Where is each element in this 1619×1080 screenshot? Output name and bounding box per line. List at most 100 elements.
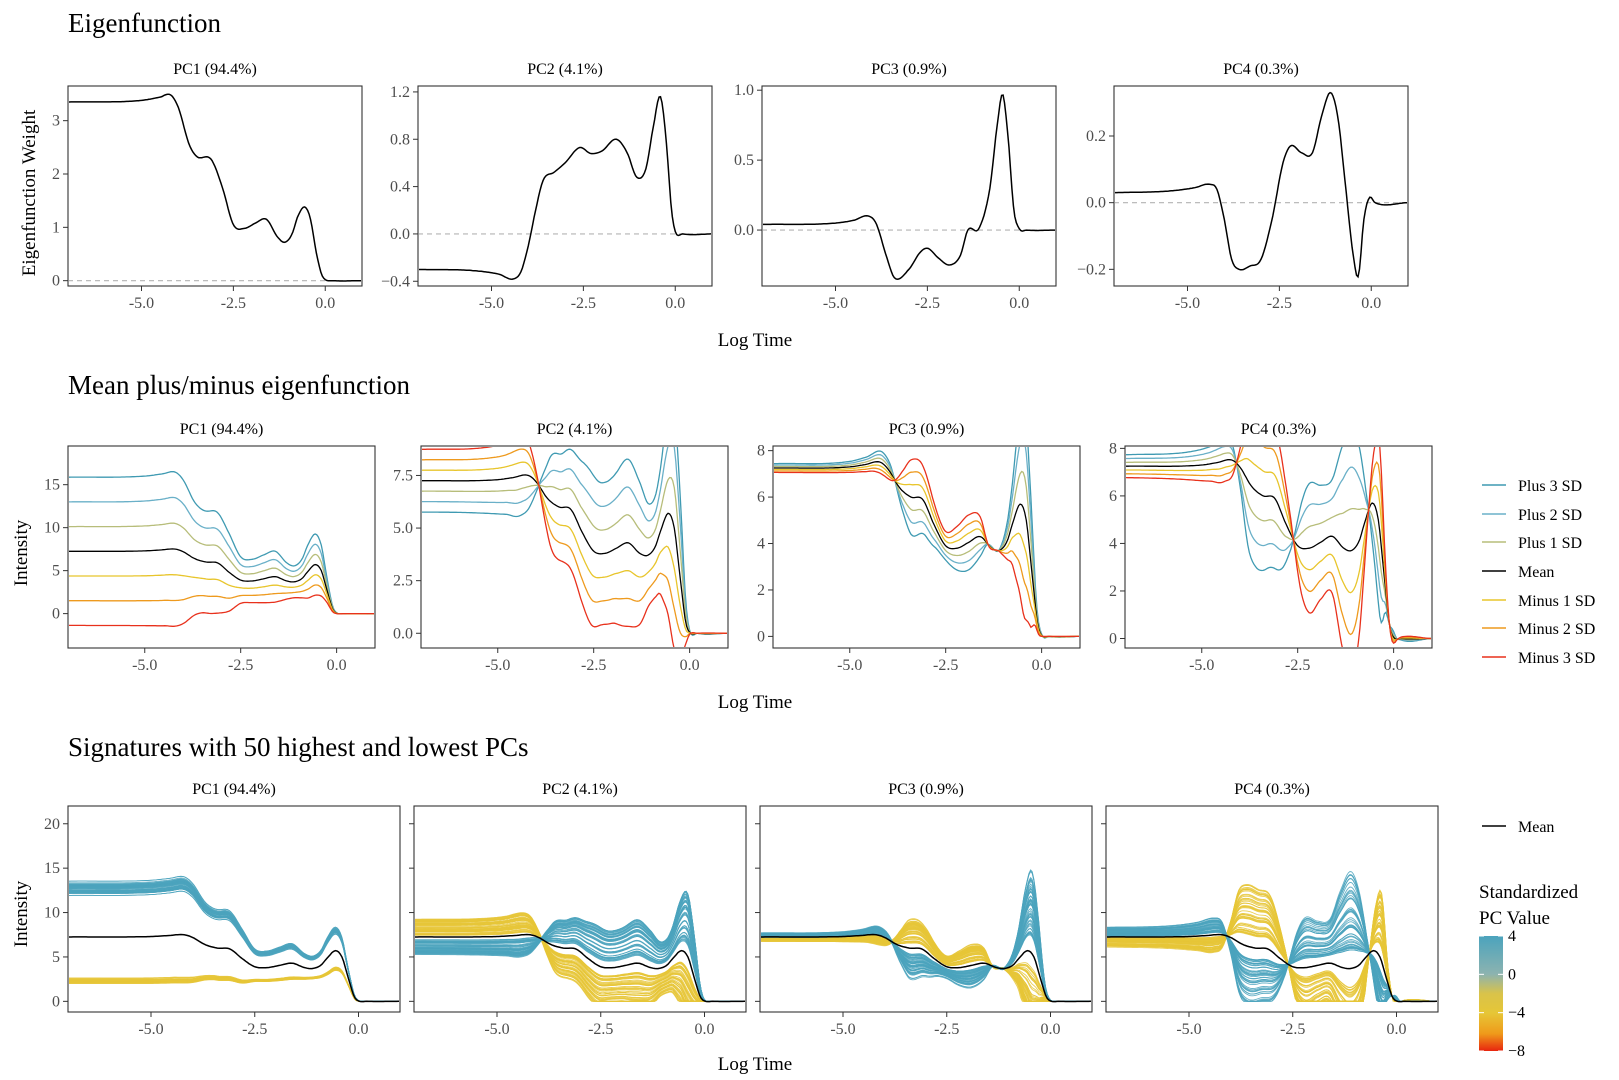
low-pc-signature xyxy=(1107,910,1437,1002)
high-pc-signature xyxy=(1107,921,1437,1002)
panel-border xyxy=(420,445,729,649)
legend-label-plus3: Plus 3 SD xyxy=(1518,478,1582,495)
eigen-panel-plot xyxy=(763,94,1055,280)
y-tick-label: 4 xyxy=(1109,535,1117,552)
plus-3-sd-line xyxy=(422,447,727,637)
y-tick-label: 0.0 xyxy=(1086,195,1106,212)
y-tick-label: 5 xyxy=(52,563,60,580)
x-tick-label: -5.0 xyxy=(132,657,157,674)
y-tick-label: 1 xyxy=(52,219,60,236)
low-pc-signature xyxy=(415,922,745,1002)
y-tick-label: 0.5 xyxy=(734,152,754,169)
panel-title: PC4 (0.3%) xyxy=(1234,781,1310,798)
colorbar-tick-label: −8 xyxy=(1508,1043,1525,1060)
x-tick-label: 0.0 xyxy=(1032,657,1052,674)
panel-title: PC2 (4.1%) xyxy=(537,421,613,438)
plus-2-sd-line xyxy=(774,447,1079,639)
signature-legend: Mean Standardized PC Value 4 0 −4 −8 xyxy=(1479,819,1579,1060)
panel-border xyxy=(761,85,1057,287)
plus-3-sd-line xyxy=(774,447,1079,639)
signature-panel-plot xyxy=(1107,871,1437,1003)
low-pc-signature xyxy=(415,923,745,1002)
x-tick-label: 0.0 xyxy=(1387,1021,1407,1038)
mean-line xyxy=(69,548,374,615)
y-tick-label: 1.0 xyxy=(734,82,754,99)
legend-label-minus2: Minus 2 SD xyxy=(1518,621,1595,638)
x-tick-label: -2.5 xyxy=(1285,657,1310,674)
mean-signature-line xyxy=(69,933,399,1003)
panel-title: PC3 (0.9%) xyxy=(889,421,965,438)
high-pc-signature xyxy=(415,898,745,1002)
high-pc-signature xyxy=(1107,926,1437,1002)
minus-2-sd-line xyxy=(774,467,1079,638)
mean-line xyxy=(1126,459,1431,640)
y-tick-label: 1.2 xyxy=(390,84,410,101)
x-tick-label: -2.5 xyxy=(1267,295,1292,312)
eigenfunction-section-title: Eigenfunction xyxy=(68,8,221,38)
y-tick-label: 2 xyxy=(52,166,60,183)
panel-title: PC1 (94.4%) xyxy=(173,61,257,78)
eigen-panel-plot xyxy=(69,93,361,282)
y-tick-label: 4 xyxy=(757,536,765,553)
y-tick-label: 6 xyxy=(757,489,765,506)
high-pc-signature xyxy=(415,891,745,1002)
x-tick-label: 0.0 xyxy=(1361,295,1381,312)
low-pc-signature xyxy=(1107,914,1437,1002)
y-tick-label: 10 xyxy=(44,905,60,922)
low-pc-signature xyxy=(415,931,745,1002)
legend-label-minus1: Minus 1 SD xyxy=(1518,593,1595,610)
eigenfunction-line xyxy=(1115,91,1407,279)
high-pc-signature xyxy=(415,911,745,1002)
x-tick-label: -2.5 xyxy=(581,657,606,674)
x-tick-label: -2.5 xyxy=(242,1021,267,1038)
plus-2-sd-line xyxy=(1126,447,1431,642)
x-tick-label: -5.0 xyxy=(830,1021,855,1038)
eigen-ylabel: Eigenfunction Weight xyxy=(19,109,40,276)
low-pc-signature xyxy=(415,927,745,1002)
plus-3-sd-line xyxy=(69,470,374,615)
high-pc-signature xyxy=(761,885,1091,1002)
minus-1-sd-line xyxy=(1126,457,1431,641)
high-pc-signature xyxy=(1107,897,1437,1002)
panel-title: PC1 (94.4%) xyxy=(192,781,276,798)
low-pc-signature xyxy=(69,967,399,1002)
mean-pm-xlabel: Log Time xyxy=(718,692,792,713)
legend-label-mean: Mean xyxy=(1518,564,1554,581)
mean-pm-panel-plot xyxy=(69,470,374,627)
x-tick-label: 0.0 xyxy=(1384,657,1404,674)
x-tick-label: -2.5 xyxy=(933,657,958,674)
panel-title: PC4 (0.3%) xyxy=(1241,421,1317,438)
colorbar-title-line1: Standardized xyxy=(1479,882,1579,903)
panel-border xyxy=(67,445,376,649)
y-tick-label: 2.5 xyxy=(393,573,413,590)
x-tick-label: -5.0 xyxy=(837,657,862,674)
colorbar-ticks: 4 0 −4 −8 xyxy=(1479,928,1525,1060)
panel-title: PC3 (0.9%) xyxy=(871,61,947,78)
minus-3-sd-line xyxy=(774,458,1079,638)
x-tick-label: -5.0 xyxy=(1189,657,1214,674)
mean-pm-ylabel: Intensity xyxy=(11,519,32,586)
signatures-section-title: Signatures with 50 highest and lowest PC… xyxy=(68,732,529,762)
colorbar-tick-label: −4 xyxy=(1508,1005,1525,1022)
minus-3-sd-line xyxy=(1126,447,1431,647)
signature-panel-plot xyxy=(761,869,1091,1003)
mean-signature-line xyxy=(1107,933,1437,1003)
legend-label-minus3: Minus 3 SD xyxy=(1518,650,1595,667)
x-tick-label: -2.5 xyxy=(588,1021,613,1038)
eigen-xlabel: Log Time xyxy=(718,330,792,351)
mean-line xyxy=(774,461,1079,638)
high-pc-signature xyxy=(415,905,745,1002)
x-tick-label: -5.0 xyxy=(1176,1021,1201,1038)
high-pc-signature xyxy=(1107,925,1437,1002)
high-pc-signature xyxy=(1107,930,1437,1002)
y-tick-label: 0 xyxy=(52,993,60,1010)
colorbar-title-line2: PC Value xyxy=(1479,908,1550,929)
mean-pm-panel-plot xyxy=(1126,447,1431,647)
x-tick-label: -5.0 xyxy=(479,295,504,312)
x-tick-label: -2.5 xyxy=(228,657,253,674)
low-pc-signature xyxy=(761,932,1091,1002)
high-pc-signature xyxy=(415,919,745,1002)
x-tick-label: 0.0 xyxy=(695,1021,715,1038)
plus-1-sd-line xyxy=(774,457,1079,639)
y-tick-label: 8 xyxy=(1109,440,1117,457)
